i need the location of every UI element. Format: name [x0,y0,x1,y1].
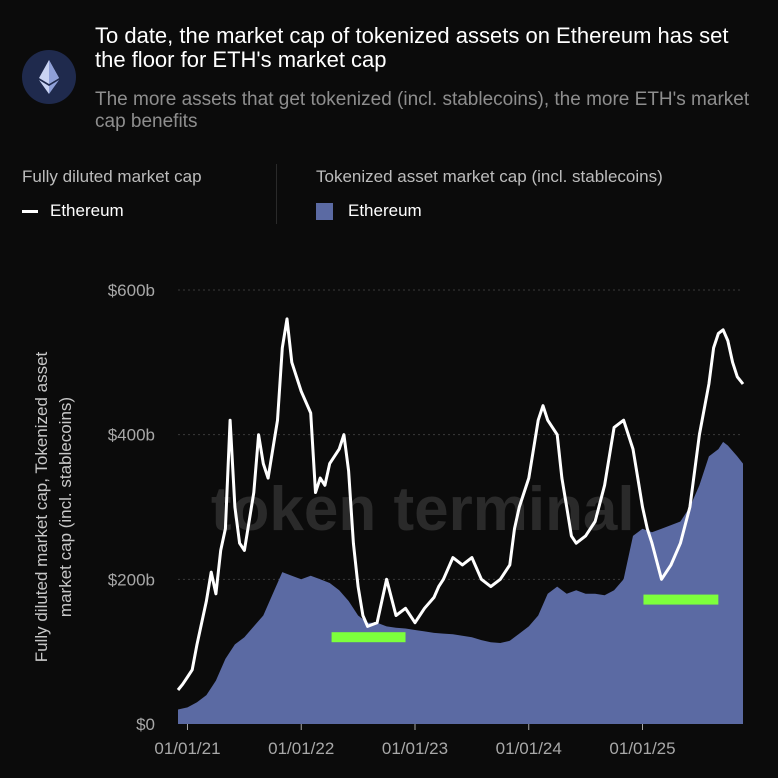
x-tick-label: 01/01/21 [154,739,220,758]
y-axis-label-line-2: market cap (incl. stablecoins) [56,397,75,617]
legend-fdmc-title: Fully diluted market cap [22,167,202,186]
y-axis-ticks: $0 $200b $400b $600b [108,281,155,734]
fdmc-line [176,317,745,691]
y-tick-label: $400b [108,426,155,445]
ethereum-logo-icon [22,50,76,104]
watermark: token terminal_ [211,475,671,544]
chart-title: To date, the market cap of tokenized ass… [95,23,729,72]
legend-tokenized: Tokenized asset market cap (incl. stable… [316,166,663,221]
legend-divider [276,164,277,224]
line-swatch-icon [22,209,38,213]
legend-tokenized-item[interactable]: Ethereum [316,201,663,221]
x-tick-label: 01/01/22 [268,739,334,758]
x-tick-label: 01/01/23 [382,739,448,758]
y-axis-label-line-1: Fully diluted market cap, Tokenized asse… [32,351,51,662]
y-tick-label: $200b [108,570,155,589]
x-tick-label: 01/01/24 [496,739,562,758]
legend-tokenized-label: Ethereum [348,201,422,220]
floor-highlight-bar [643,594,719,605]
legend-fdmc: Fully diluted market cap Ethereum [22,166,202,221]
legend-fdmc-label: Ethereum [50,201,124,220]
y-tick-label: $0 [136,715,155,734]
x-tick-label: 01/01/25 [609,739,675,758]
y-axis-label: Fully diluted market cap, Tokenized asse… [32,351,75,662]
tokenized-asset-area [178,441,743,724]
floor-highlights [331,594,719,643]
chart-subtitle: The more assets that get tokenized (incl… [95,89,750,132]
area-swatch-icon [316,202,333,220]
y-tick-label: $600b [108,281,155,300]
legend-fdmc-item[interactable]: Ethereum [22,201,202,221]
legend-tokenized-title: Tokenized asset market cap (incl. stable… [316,167,663,186]
x-axis-ticks: 01/01/21 01/01/22 01/01/23 01/01/24 01/01/25 [154,724,676,758]
floor-highlight-bar [331,632,406,643]
